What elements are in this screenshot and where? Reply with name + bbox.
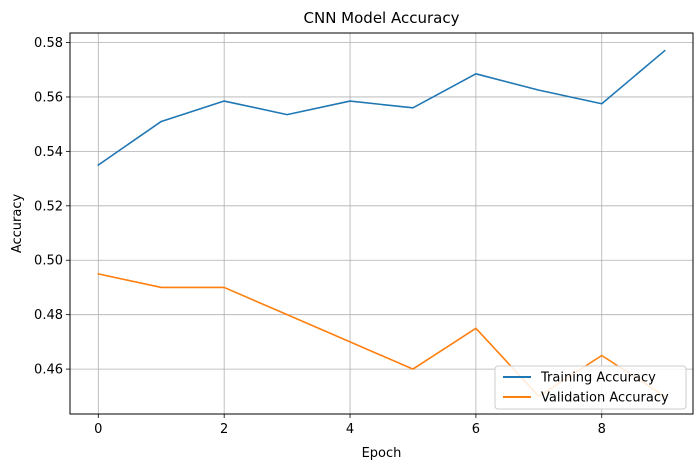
y-tick-label: 0.56 [34,90,63,105]
y-tick-label: 0.48 [34,308,63,323]
y-tick-label: 0.52 [34,199,63,214]
plot-frame [69,32,694,415]
series-lines [97,49,666,398]
x-axis-label: Epoch [362,446,402,461]
training-accuracy-line [97,49,666,167]
x-tick-label: 2 [220,422,228,437]
x-tick-label: 6 [472,422,480,437]
x-tick-label: 0 [94,422,102,437]
legend-label-validation: Validation Accuracy [541,391,669,406]
legend-box [494,365,687,410]
y-tick-label: 0.58 [34,36,63,51]
legend: Training Accuracy Validation Accuracy [494,365,687,410]
x-tick-label: 4 [346,422,354,437]
y-tick-label: 0.54 [34,145,63,160]
y-tick-label: 0.46 [34,363,63,378]
y-axis-label: Accuracy [10,194,25,254]
x-tick-label: 8 [598,422,606,437]
legend-label-training: Training Accuracy [540,371,656,386]
y-tick-label: 0.50 [34,254,63,269]
chart-title: CNN Model Accuracy [304,9,460,27]
axis-ticks: 0 2 4 6 8 0.46 0.48 0.50 0.52 0.54 0.56 0.58 [34,36,606,437]
grid-lines [70,33,693,414]
